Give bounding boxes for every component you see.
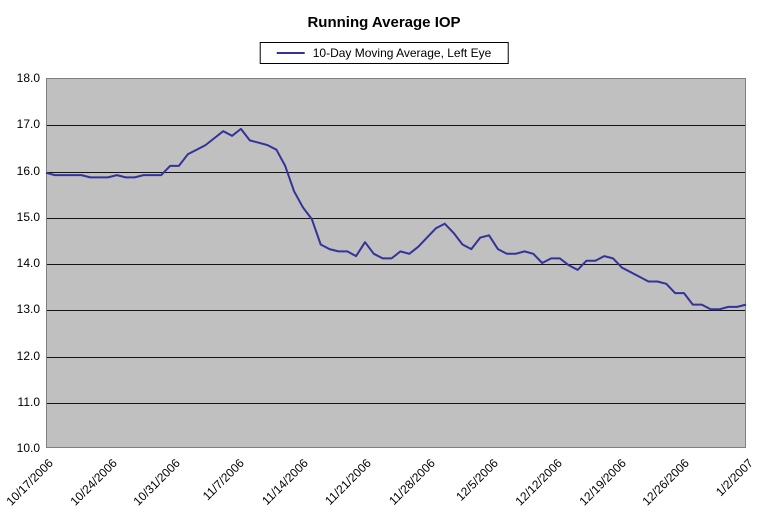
- x-axis-label: 10/17/2006: [4, 456, 56, 508]
- x-axis-label: 12/12/2006: [513, 456, 565, 508]
- x-axis-label: 11/28/2006: [386, 456, 438, 508]
- x-axis-label: 12/19/2006: [576, 456, 628, 508]
- x-axis-label: 12/5/2006: [454, 456, 502, 504]
- legend: 10-Day Moving Average, Left Eye: [260, 42, 509, 64]
- y-axis-label: 10.0: [0, 441, 40, 455]
- chart-title: Running Average IOP: [0, 14, 768, 31]
- x-axis-label: 11/7/2006: [200, 456, 247, 503]
- y-axis-label: 11.0: [0, 395, 40, 409]
- y-axis-label: 15.0: [0, 210, 40, 224]
- legend-line-icon: [277, 52, 305, 54]
- x-axis-label: 10/24/2006: [67, 456, 119, 508]
- y-axis-label: 17.0: [0, 117, 40, 131]
- plot-wrap: 10.011.012.013.014.015.016.017.018.010/1…: [46, 78, 746, 448]
- x-axis-label: 1/2/2007: [713, 456, 756, 499]
- y-axis-label: 18.0: [0, 71, 40, 85]
- y-axis-label: 13.0: [0, 302, 40, 316]
- y-axis-label: 14.0: [0, 256, 40, 270]
- y-axis-label: 16.0: [0, 164, 40, 178]
- legend-label: 10-Day Moving Average, Left Eye: [313, 46, 492, 60]
- series-svg: [46, 78, 746, 448]
- series-line: [46, 129, 746, 309]
- x-axis-label: 12/26/2006: [640, 456, 692, 508]
- x-axis-label: 11/14/2006: [259, 456, 311, 508]
- y-axis-label: 12.0: [0, 349, 40, 363]
- chart-container: Running Average IOP 10-Day Moving Averag…: [0, 0, 768, 521]
- x-axis-label: 11/21/2006: [322, 456, 374, 508]
- x-axis-label: 10/31/2006: [131, 456, 183, 508]
